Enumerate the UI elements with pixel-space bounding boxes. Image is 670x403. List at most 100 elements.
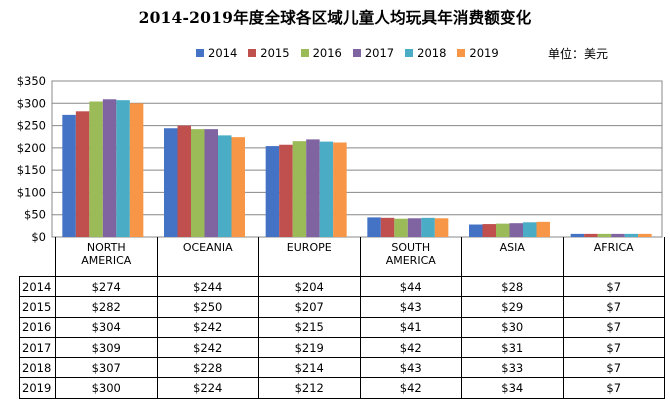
bar: [279, 144, 293, 237]
legend-swatch: [457, 49, 466, 57]
table-value-cell: $282: [55, 296, 158, 318]
chart-title: 2014-2019年度全球各区域儿童人均玩具年消费额变化: [138, 8, 532, 27]
category-label: ASIA: [461, 237, 563, 277]
table-corner: [20, 237, 56, 277]
bar: [624, 233, 639, 237]
y-tick-label: $0: [31, 230, 46, 244]
table-value-cell: $250: [156, 296, 259, 318]
legend: 2014 2015 2016 2017 2018 2019: [196, 45, 499, 61]
y-tick-label: $50: [24, 208, 46, 222]
table-value-cell: $219: [258, 336, 361, 359]
bar: [570, 233, 585, 237]
bar: [177, 125, 191, 237]
table-value-cell: $30: [461, 316, 564, 338]
table-value-cell: $228: [156, 357, 259, 379]
bar: [380, 217, 395, 237]
table-row: 2016 $304 $242 $215 $41 $30 $7: [19, 316, 665, 338]
table-value-cell: $244: [156, 275, 259, 298]
bar: [218, 135, 232, 237]
bar: [421, 217, 435, 237]
table-row: 2018 $307 $228 $214 $43 $33 $7: [19, 357, 665, 379]
bar: [62, 114, 76, 237]
y-tick-label: $150: [17, 163, 46, 177]
y-tick-label: $300: [17, 96, 46, 110]
legend-item: 2016: [300, 46, 342, 60]
bar: [536, 221, 550, 237]
table-value-cell: $242: [156, 336, 259, 359]
legend-swatch: [300, 49, 309, 57]
bar: [231, 137, 245, 237]
table-value-cell: $41: [359, 316, 462, 338]
bar: [509, 223, 523, 237]
y-tick-label: $250: [17, 119, 46, 133]
bar: [611, 233, 625, 237]
table-value-cell: $44: [359, 275, 462, 298]
table-value-cell: $214: [258, 357, 361, 379]
table-value-cell: $242: [156, 316, 259, 338]
legend-label: 2016: [312, 46, 342, 60]
bar: [469, 224, 483, 237]
legend-swatch: [248, 49, 257, 57]
category-label: EUROPE: [258, 237, 360, 277]
table-year-cell: 2019: [19, 377, 56, 399]
legend-label: 2018: [417, 46, 447, 60]
legend-label: 2019: [469, 46, 499, 60]
bar: [265, 146, 280, 237]
bar: [367, 217, 381, 237]
table-value-cell: $33: [461, 357, 564, 379]
bar: [306, 139, 320, 237]
table-value-cell: $309: [55, 336, 158, 359]
bar: [102, 99, 117, 237]
table-value-cell: $307: [55, 357, 158, 379]
table-year-cell: 2017: [19, 336, 56, 359]
table-value-cell: $7: [562, 357, 665, 379]
bar: [319, 141, 334, 237]
table-value-cell: $29: [461, 296, 564, 318]
unit-label: 单位：美元: [548, 47, 609, 61]
table-year-cell: 2016: [19, 316, 56, 338]
bar: [434, 218, 449, 237]
table-row: 2019 $300 $224 $212 $42 $34 $7: [19, 377, 665, 399]
bar: [89, 101, 103, 237]
table-value-cell: $42: [359, 336, 462, 359]
bar: [584, 233, 598, 237]
bar: [482, 224, 496, 237]
plot-area: [51, 80, 663, 238]
table-value-cell: $304: [55, 316, 158, 338]
table-value-cell: $215: [258, 316, 361, 338]
table-value-cell: $28: [461, 275, 564, 298]
bar: [204, 129, 218, 237]
bar: [638, 233, 652, 237]
table-value-cell: $224: [156, 377, 259, 399]
bar: [292, 141, 307, 237]
category-label: NORTH AMERICA: [55, 237, 157, 277]
legend-item: 2019: [457, 46, 499, 60]
legend-label: 2017: [364, 46, 395, 60]
bar: [116, 100, 130, 237]
bar: [597, 233, 612, 237]
category-label: AFRICA: [562, 237, 665, 277]
data-table: NORTH AMERICA OCEANIA EUROPE SOUTH AMERICA A…: [19, 237, 665, 399]
table-value-cell: $7: [562, 336, 665, 359]
bar: [333, 142, 347, 237]
table-value-cell: $7: [562, 316, 665, 338]
legend-label: 2014: [208, 46, 238, 60]
table-value-cell: $204: [258, 275, 361, 298]
legend-item: 2017: [352, 46, 395, 60]
table-value-cell: $34: [461, 377, 564, 399]
table-value-cell: $31: [461, 336, 564, 359]
y-tick-label: $200: [17, 141, 46, 155]
y-tick-label: $350: [17, 74, 46, 88]
category-label: OCEANIA: [156, 237, 259, 277]
bar: [407, 218, 422, 237]
table-value-cell: $300: [55, 377, 158, 399]
table-year-cell: 2015: [19, 296, 56, 318]
table-value-cell: $7: [562, 296, 665, 318]
table-row: 2014 $274 $244 $204 $44 $28 $7: [19, 275, 665, 298]
bar: [129, 103, 144, 238]
bar: [191, 129, 205, 237]
legend-item: 2014: [196, 46, 237, 60]
y-tick-label: $100: [17, 185, 46, 199]
legend-swatch: [352, 49, 361, 57]
